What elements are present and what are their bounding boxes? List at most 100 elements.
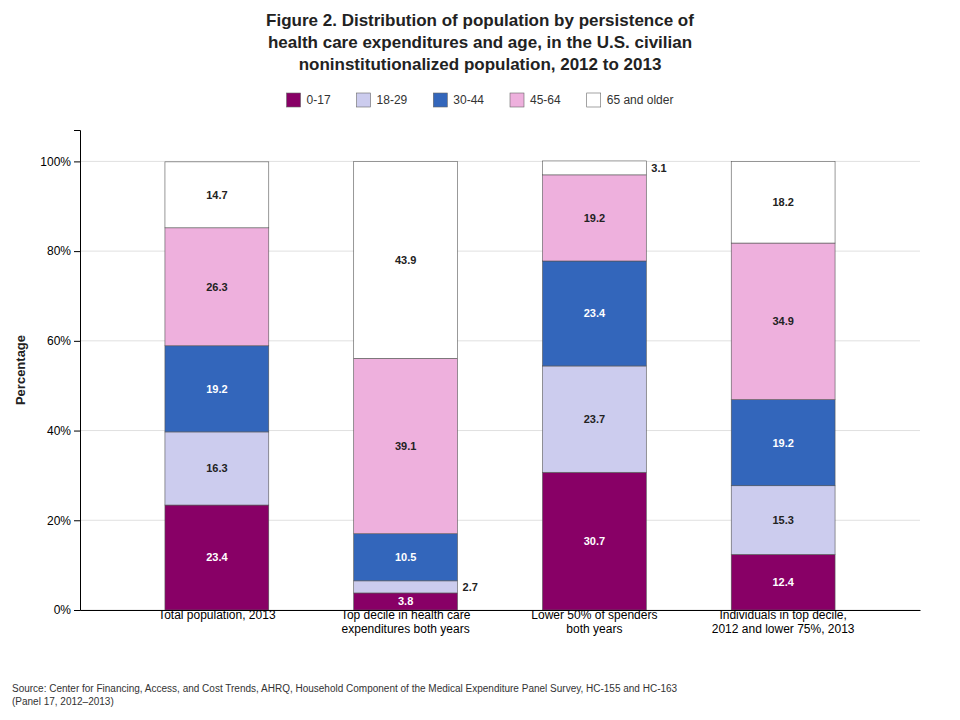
legend-item: 30-44 bbox=[433, 93, 484, 107]
bar-segment bbox=[542, 366, 646, 472]
x-tick-label-line: Lower 50% of spenders bbox=[531, 608, 657, 622]
data-label: 15.3 bbox=[772, 514, 793, 526]
data-label: 23.7 bbox=[584, 413, 605, 425]
y-tick-label: 0% bbox=[54, 603, 72, 617]
data-label: 19.2 bbox=[584, 212, 605, 224]
bar-segment bbox=[165, 228, 269, 346]
bar-segment bbox=[165, 505, 269, 610]
x-tick-label-line: Total population, 2013 bbox=[158, 608, 276, 622]
legend-swatch bbox=[433, 93, 447, 107]
y-axis-title: Percentage bbox=[13, 335, 28, 405]
legend-item: 45-64 bbox=[510, 93, 561, 107]
title: Figure 2. Distribution of population by … bbox=[266, 11, 694, 74]
data-label: 3.1 bbox=[651, 162, 666, 174]
bar-segment bbox=[165, 162, 269, 228]
grid bbox=[80, 161, 920, 610]
bar-segment bbox=[165, 346, 269, 432]
title-line: Figure 2. Distribution of population by … bbox=[266, 11, 694, 30]
y-tick-mark bbox=[74, 431, 80, 432]
data-label: 12.4 bbox=[772, 576, 794, 588]
x-tick-label: Total population, 2013 bbox=[158, 608, 276, 622]
bar-segment bbox=[731, 161, 835, 243]
x-tick-label-line: Individuals in top decile, bbox=[719, 608, 846, 622]
chart-svg: Figure 2. Distribution of population by … bbox=[0, 0, 960, 720]
x-tick: Total population, 2013 bbox=[158, 608, 276, 622]
legend-swatch bbox=[587, 93, 601, 107]
bar-segment bbox=[354, 161, 458, 358]
x-axis: Total population, 2013 Top decile in heal… bbox=[81, 608, 921, 636]
y-tick: 40% bbox=[47, 424, 80, 438]
bar-segment bbox=[542, 161, 646, 175]
data-label: 39.1 bbox=[395, 440, 416, 452]
bar-segment bbox=[354, 534, 458, 581]
legend-label: 0-17 bbox=[307, 93, 331, 107]
x-tick-label-line: both years bbox=[566, 622, 622, 636]
y-tick: 80% bbox=[47, 244, 80, 258]
data-label: 10.5 bbox=[395, 551, 416, 563]
data-label: 18.2 bbox=[772, 196, 793, 208]
x-tick-label-line: expenditures both years bbox=[342, 622, 470, 636]
y-tick-label: 60% bbox=[47, 334, 71, 348]
y-tick: 60% bbox=[47, 334, 80, 348]
legend-swatch bbox=[287, 93, 301, 107]
bar-segment bbox=[731, 554, 835, 610]
bar-segment bbox=[542, 175, 646, 261]
bars bbox=[165, 161, 835, 610]
title-line: noninstitutionalized population, 2012 to… bbox=[299, 55, 662, 74]
source: Source: Center for Financing, Access, an… bbox=[12, 683, 678, 707]
data-label: 14.7 bbox=[206, 189, 227, 201]
data-labels: 23.43.830.712.416.32.723.715.319.210.523… bbox=[206, 162, 795, 608]
x-tick-label: Top decile in health careexpenditures bo… bbox=[341, 608, 471, 636]
y-tick: 0% bbox=[54, 603, 80, 617]
y-tick-mark bbox=[74, 251, 80, 252]
x-tick: Lower 50% of spendersboth years bbox=[531, 608, 657, 636]
data-label: 30.7 bbox=[584, 535, 605, 547]
x-tick-label: Lower 50% of spendersboth years bbox=[531, 608, 657, 636]
legend-item: 18-29 bbox=[357, 93, 408, 107]
data-label: 43.9 bbox=[395, 254, 416, 266]
y-tick-mark bbox=[74, 161, 80, 162]
title-line: health care expenditures and age, in the… bbox=[268, 33, 692, 52]
data-label: 23.4 bbox=[584, 307, 606, 319]
y-tick-label: 100% bbox=[40, 155, 71, 169]
bar-segment bbox=[731, 243, 835, 400]
y-tick-mark bbox=[74, 610, 80, 611]
bar-segment bbox=[542, 261, 646, 366]
y-tick-label: 20% bbox=[47, 514, 71, 528]
data-label: 19.2 bbox=[772, 437, 793, 449]
bar-segment bbox=[354, 358, 458, 533]
bar-segment bbox=[165, 432, 269, 505]
plot: 23.43.830.712.416.32.723.715.319.210.523… bbox=[13, 131, 921, 637]
legend-item: 65 and older bbox=[587, 93, 674, 107]
data-label: 23.4 bbox=[206, 551, 228, 563]
x-tick: Top decile in health careexpenditures bo… bbox=[341, 608, 471, 636]
y-tick-mark bbox=[74, 341, 80, 342]
legend-label: 45-64 bbox=[530, 93, 561, 107]
legend-label: 30-44 bbox=[453, 93, 484, 107]
data-label: 26.3 bbox=[206, 281, 227, 293]
data-label: 34.9 bbox=[772, 315, 793, 327]
y-tick-mark bbox=[74, 520, 80, 521]
x-tick: Individuals in top decile,2012 and lower… bbox=[712, 608, 855, 636]
x-tick-label-line: 2012 and lower 75%, 2013 bbox=[712, 622, 855, 636]
source-line: Source: Center for Financing, Access, an… bbox=[12, 683, 678, 694]
y-tick: 100% bbox=[40, 155, 80, 169]
source-line: (Panel 17, 2012–2013) bbox=[12, 696, 114, 707]
legend-label: 65 and older bbox=[607, 93, 674, 107]
y-tick-label: 80% bbox=[47, 244, 71, 258]
legend-label: 18-29 bbox=[377, 93, 408, 107]
legend-item: 0-17 bbox=[287, 93, 331, 107]
legend: 0-17 18-29 30-44 45-64 65 and older bbox=[287, 93, 674, 107]
legend-swatch bbox=[357, 93, 371, 107]
bar-segment bbox=[542, 472, 646, 610]
x-tick-label-line: Top decile in health care bbox=[341, 608, 471, 622]
y-axis-line bbox=[74, 131, 81, 611]
bar-segment bbox=[354, 581, 458, 593]
legend-swatch bbox=[510, 93, 524, 107]
data-label: 2.7 bbox=[463, 581, 478, 593]
bar-segment bbox=[731, 486, 835, 555]
y-tick-label: 40% bbox=[47, 424, 71, 438]
data-label: 19.2 bbox=[206, 383, 227, 395]
bar-segment bbox=[731, 400, 835, 486]
y-tick: 20% bbox=[47, 514, 80, 528]
